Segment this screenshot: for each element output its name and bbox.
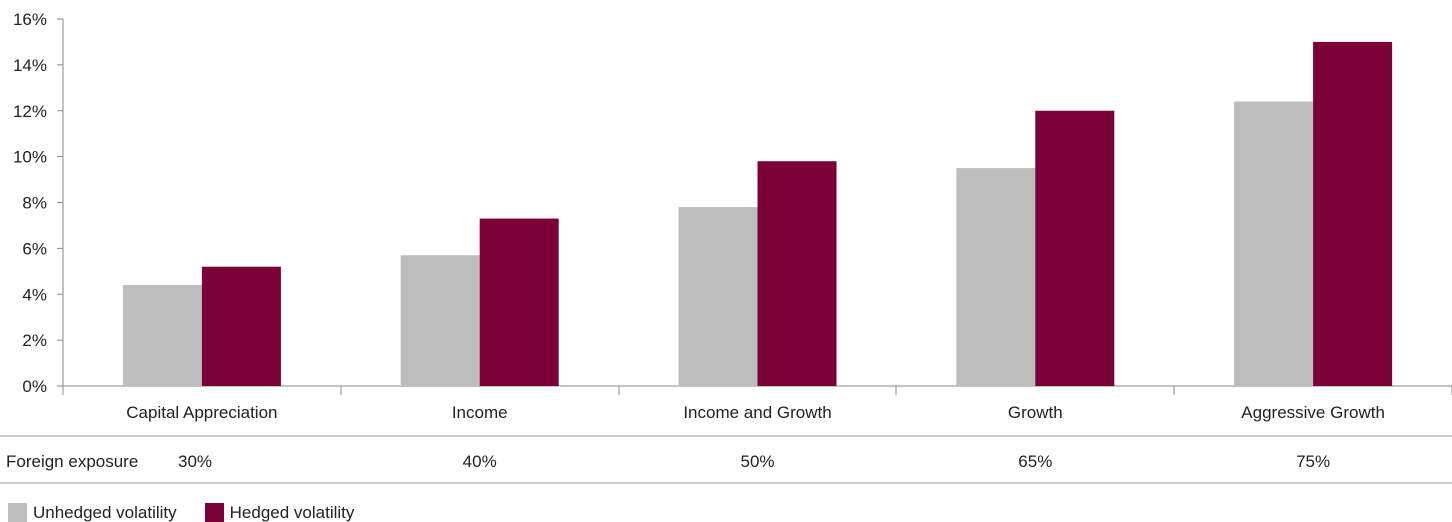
bar-hedged — [757, 161, 837, 386]
x-axis — [62, 385, 1452, 395]
legend-swatch-unhedged — [8, 503, 27, 522]
y-tick-label: 8% — [22, 194, 47, 213]
bar-chart: 0% 2% 4% 6% 8% 10% 12% 14% 16% Capital Appreciat… — [0, 10, 1452, 484]
foreign-exposure-value: 65% — [1018, 452, 1052, 471]
legend-item-hedged: Hedged volatility — [204, 503, 355, 522]
bar-unhedged — [400, 255, 480, 386]
foreign-exposure-row: Foreign exposure 30% 40% 50% 65% 75% — [0, 435, 1452, 484]
foreign-exposure-value: 50% — [740, 452, 774, 471]
y-tick-label: 10% — [13, 148, 47, 167]
y-tick-label: 14% — [13, 56, 47, 75]
bar-hedged — [1035, 110, 1115, 386]
bar-unhedged — [678, 207, 758, 386]
category-label: Income and Growth — [683, 403, 831, 422]
foreign-exposure-value: 40% — [463, 452, 497, 471]
bar-hedged — [479, 218, 559, 386]
bar-hedged — [201, 266, 281, 386]
y-tick-label: 16% — [13, 10, 47, 29]
category-label: Aggressive Growth — [1241, 403, 1385, 422]
legend-swatch-hedged — [204, 503, 224, 522]
bars — [122, 41, 1393, 386]
category-label: Capital Appreciation — [126, 403, 277, 422]
category-label: Income — [452, 403, 508, 422]
legend-label-hedged: Hedged volatility — [229, 503, 355, 522]
y-axis: 0% 2% 4% 6% 8% 10% 12% 14% 16% — [13, 10, 64, 396]
bar-unhedged — [956, 168, 1036, 386]
y-tick-label: 2% — [22, 331, 47, 350]
bar-unhedged — [122, 285, 202, 386]
foreign-exposure-label: Foreign exposure — [6, 452, 138, 471]
y-tick-label: 0% — [22, 377, 47, 396]
bar-unhedged — [1234, 101, 1314, 386]
foreign-exposure-value: 75% — [1296, 452, 1330, 471]
y-tick-label: 6% — [22, 239, 47, 258]
foreign-exposure-value: 30% — [178, 452, 212, 471]
legend-label-unhedged: Unhedged volatility — [33, 503, 177, 522]
y-tick-label: 12% — [13, 102, 47, 121]
legend: Unhedged volatility Hedged volatility — [8, 503, 354, 522]
bar-hedged — [1313, 41, 1393, 386]
category-label: Growth — [1008, 403, 1063, 422]
legend-item-unhedged: Unhedged volatility — [8, 503, 177, 522]
y-tick-label: 4% — [22, 285, 47, 304]
category-labels: Capital Appreciation Income Income and Gro… — [126, 403, 1385, 422]
